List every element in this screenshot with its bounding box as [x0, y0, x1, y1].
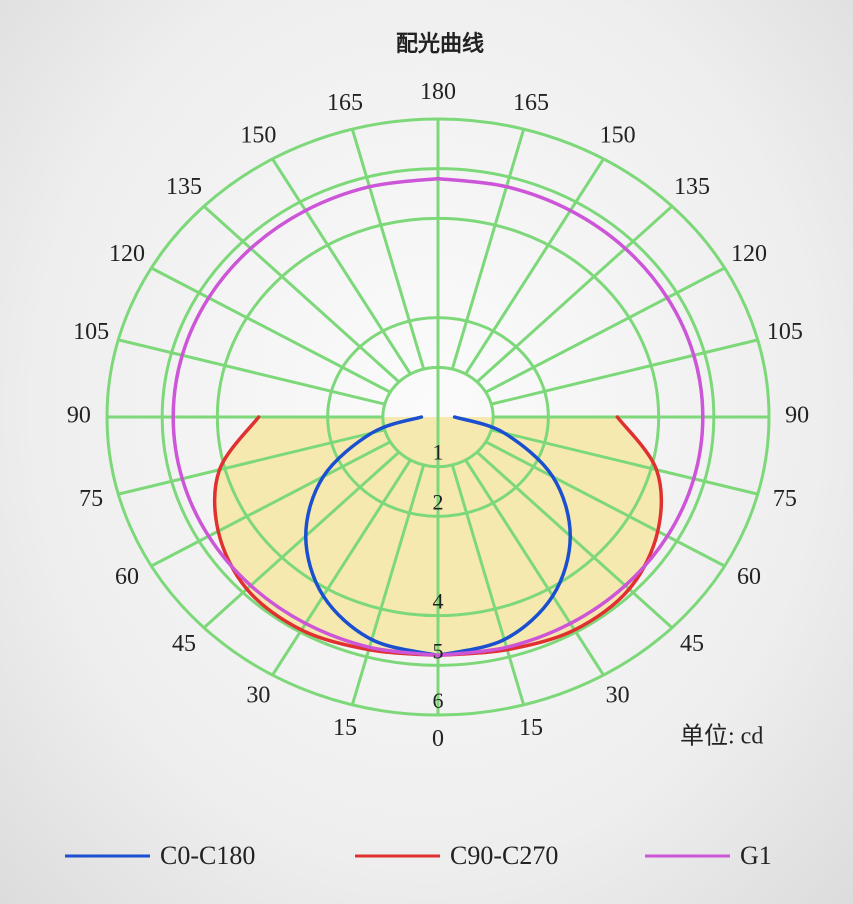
grid-spoke — [350, 128, 426, 370]
series-line — [436, 415, 664, 658]
angle-label: 150 — [600, 122, 636, 148]
angle-label: 135 — [166, 174, 202, 200]
unit-label: 单位: cd — [680, 723, 763, 750]
curve-layer — [171, 176, 705, 658]
radial-label: 2 — [433, 489, 444, 514]
radial-label: 4 — [433, 589, 444, 614]
angle-label: 120 — [731, 241, 767, 267]
angle-label: 105 — [73, 319, 109, 345]
angle-label: 15 — [519, 715, 543, 741]
angle-label: 30 — [246, 683, 270, 709]
grid-layer — [105, 117, 771, 717]
grid-spoke — [450, 128, 526, 370]
grid-spoke — [485, 266, 726, 394]
label-layer: 0 151530304545606075759090105105120120135… — [67, 79, 809, 752]
grid-spoke — [476, 205, 674, 383]
grid-spoke — [150, 440, 391, 568]
grid-spoke — [117, 428, 386, 496]
angle-label: 15 — [333, 715, 357, 741]
angle-label: 60 — [115, 564, 139, 590]
series-line — [171, 176, 440, 658]
chart-title: 配光曲线 — [396, 31, 484, 56]
series-fill — [438, 417, 662, 656]
angle-label: 45 — [172, 631, 196, 657]
legend-label: C90-C270 — [450, 841, 558, 870]
angle-label: 90 — [67, 403, 91, 429]
angle-label: 30 — [606, 683, 630, 709]
fill-layer — [214, 417, 662, 656]
grid-spoke — [464, 459, 605, 676]
grid-spoke — [476, 451, 674, 629]
angle-label: 60 — [737, 564, 761, 590]
grid-spoke — [117, 338, 386, 406]
angle-label: 0 — [432, 726, 444, 752]
angle-label: 180 — [420, 79, 456, 105]
grid-spoke — [450, 464, 526, 706]
legend-label: G1 — [740, 841, 772, 870]
grid-spoke — [202, 205, 400, 383]
angle-label: 105 — [767, 319, 803, 345]
angle-label: 45 — [680, 631, 704, 657]
grid-spoke — [464, 158, 605, 375]
angle-label: 75 — [79, 486, 103, 512]
series-line — [304, 415, 440, 658]
grid-spoke — [271, 459, 412, 676]
radial-label: 6 — [433, 688, 444, 713]
radial-label: 1 — [433, 440, 444, 465]
series-line — [436, 415, 572, 658]
angle-label: 120 — [109, 241, 145, 267]
angle-label: 90 — [785, 403, 809, 429]
series-fill — [214, 417, 438, 656]
grid-spoke — [490, 338, 759, 406]
grid-spoke — [490, 428, 759, 496]
grid-spoke — [150, 266, 391, 394]
legend-label: C0-C180 — [160, 841, 255, 870]
grid-spoke — [485, 440, 726, 568]
grid-spoke — [350, 464, 426, 706]
grid-spoke — [271, 158, 412, 375]
angle-label: 165 — [327, 90, 363, 116]
series-line — [212, 415, 440, 658]
angle-label: 165 — [513, 90, 549, 116]
series-line — [436, 176, 705, 658]
grid-spoke — [202, 451, 400, 629]
angle-label: 75 — [773, 486, 797, 512]
radial-label: 5 — [433, 638, 444, 663]
angle-label: 135 — [674, 174, 710, 200]
angle-label: 150 — [240, 122, 276, 148]
